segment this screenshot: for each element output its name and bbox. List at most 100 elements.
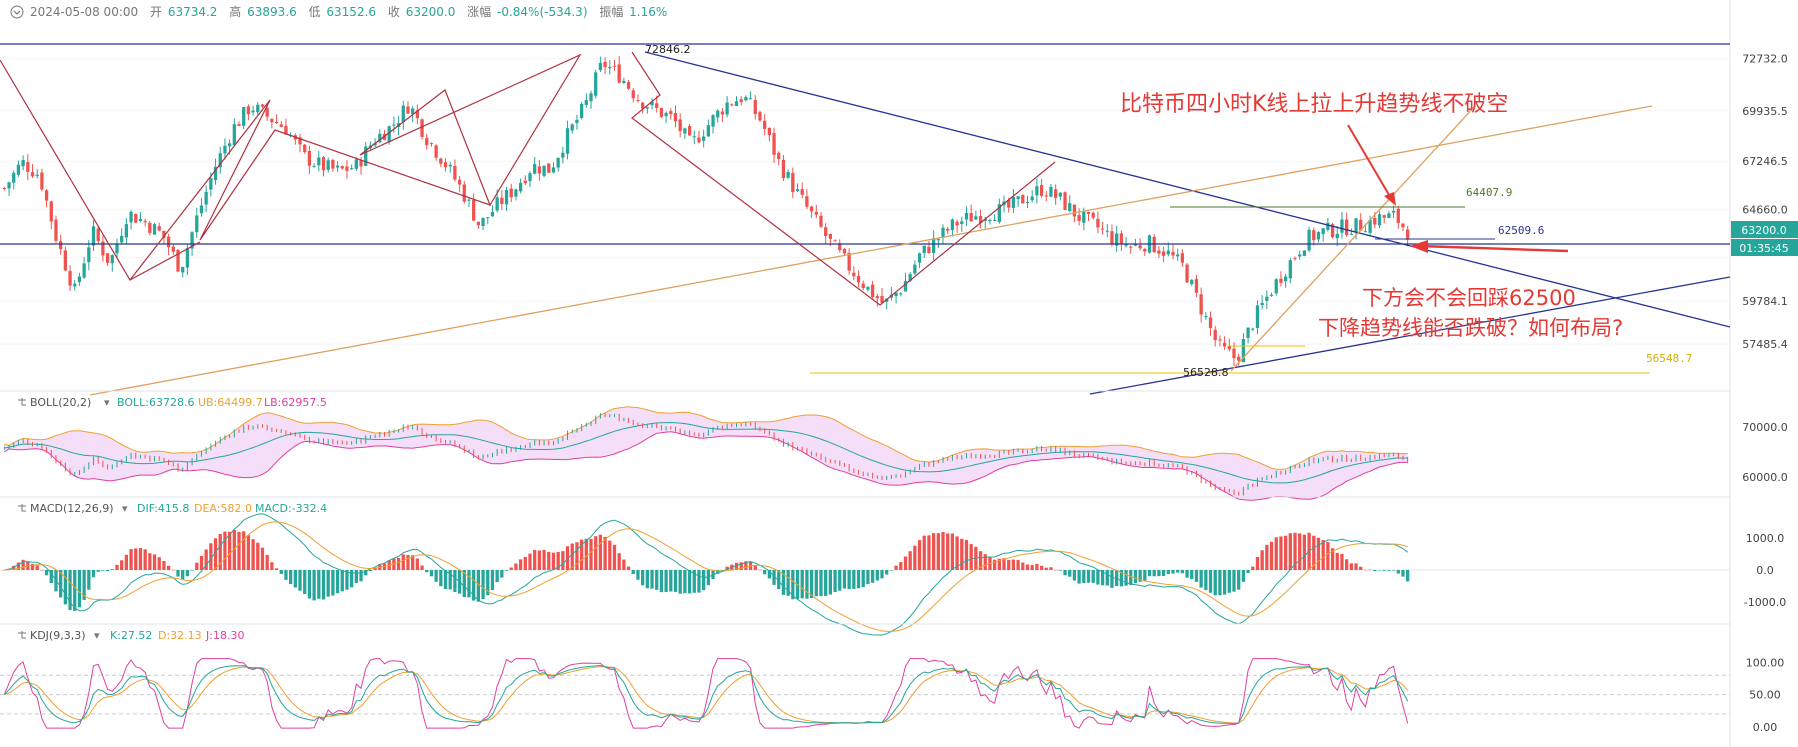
candle-body — [730, 104, 734, 106]
zigzag-wave-3[interactable] — [631, 51, 1056, 306]
macd-histogram-bar — [1368, 569, 1372, 571]
macd-histogram-bar — [82, 570, 86, 600]
candle-body — [992, 219, 997, 221]
candle-body — [528, 173, 532, 182]
price-axis[interactable]: 72732.0 69935.5 67246.5 64660.0 59784.1 57485… — [1742, 52, 1788, 351]
macd-histogram-bar — [640, 570, 645, 586]
long-ascending-trendline[interactable] — [89, 105, 1653, 396]
candle-body — [1321, 228, 1325, 235]
macd-histogram-bar — [298, 570, 302, 591]
macd-histogram-bar — [251, 539, 255, 570]
price-axis-tick: 64660.0 — [1742, 204, 1788, 217]
candle-body — [1115, 233, 1119, 246]
macd-histogram-bar — [556, 551, 560, 570]
macd-histogram-bar — [373, 567, 377, 570]
macd-histogram-bar — [992, 559, 997, 570]
macd-histogram-bar — [763, 570, 767, 575]
candle-body — [838, 243, 842, 251]
macd-histogram-bar — [514, 563, 518, 570]
macd-histogram-bar — [716, 570, 720, 574]
candle-body — [486, 217, 490, 219]
collapse-icon[interactable] — [10, 5, 24, 19]
short-ascending-trendline[interactable] — [1230, 105, 1476, 372]
candle-body — [692, 136, 696, 138]
macd-histogram-bar — [448, 570, 452, 590]
bell-icon[interactable] — [18, 504, 26, 512]
macd-histogram-bar — [345, 570, 349, 590]
candle-body — [143, 221, 147, 223]
candle-body — [1199, 294, 1203, 315]
candle-body — [21, 160, 25, 167]
macd-histogram-bar — [171, 569, 175, 571]
bell-icon[interactable] — [18, 398, 26, 406]
candle-body — [1105, 230, 1109, 232]
candle-body — [1340, 219, 1344, 233]
macd-histogram-bar — [894, 565, 898, 570]
candle-body — [561, 152, 565, 158]
candle-body — [213, 166, 218, 181]
zigzag-wave-2[interactable] — [129, 241, 201, 281]
macd-histogram-bar — [889, 570, 894, 571]
macd-histogram-bar — [824, 570, 828, 596]
candle-body — [1208, 317, 1213, 328]
macd-histogram-bar — [542, 549, 546, 570]
boll-ub-value: UB:64499.7 — [198, 396, 263, 409]
candle-body — [1251, 328, 1255, 330]
macd-histogram-bar — [856, 570, 861, 589]
candle-body — [791, 172, 795, 193]
macd-histogram-bar — [354, 570, 358, 584]
candle-body — [1194, 279, 1199, 293]
macd-histogram-bar — [579, 539, 584, 570]
candle-body — [622, 80, 626, 83]
lower-channel-line[interactable] — [1089, 276, 1731, 395]
arrow-down-head-icon — [1384, 192, 1396, 206]
bell-icon[interactable] — [18, 631, 26, 639]
chevron-down-icon[interactable]: ▾ — [104, 396, 110, 409]
macd-histogram-bar — [284, 570, 288, 580]
candle-body — [795, 189, 800, 192]
candle-body — [443, 162, 448, 168]
descending-trendline[interactable] — [644, 51, 1731, 328]
candle-body — [697, 137, 701, 143]
candle-body — [842, 248, 847, 254]
candle-body — [335, 165, 340, 168]
macd-histogram-bar — [1039, 565, 1044, 570]
macd-histogram-bar — [1349, 563, 1353, 570]
macd-histogram-bar — [1058, 570, 1062, 571]
candle-body — [1373, 217, 1377, 225]
low-marker: 56528.8 — [1183, 366, 1229, 379]
candle-body — [903, 281, 908, 292]
candle-body — [457, 179, 462, 185]
zigzag-wave-1[interactable] — [0, 53, 582, 282]
header-change: -0.84%(-534.3) — [497, 5, 588, 19]
macd-histogram-bar — [537, 550, 542, 570]
macd-histogram-bar — [1171, 570, 1175, 574]
chevron-down-icon[interactable]: ▾ — [94, 629, 100, 642]
candle-body — [1377, 214, 1382, 226]
macd-histogram-bar — [908, 551, 912, 570]
chevron-down-icon[interactable]: ▾ — [122, 502, 128, 515]
boll-legend: BOLL(20,2) ▾ BOLL:63728.6 UB:64499.7 LB:… — [18, 396, 327, 409]
level-62509-label: 62509.6 — [1498, 224, 1544, 237]
macd-histogram-bar — [950, 533, 955, 570]
macd-histogram-bar — [1213, 570, 1217, 596]
macd-histogram-bar — [1321, 540, 1325, 570]
macd-histogram-bar — [861, 570, 865, 588]
macd-histogram-bar — [1166, 570, 1170, 575]
macd-histogram-bar — [903, 556, 908, 570]
macd-histogram-bar — [1016, 559, 1020, 570]
macd-histogram-bar — [87, 570, 91, 590]
candle-body — [152, 224, 157, 235]
macd-dif-value: DIF:415.8 — [137, 502, 189, 515]
macd-histogram-bar — [983, 554, 987, 570]
candle-body — [378, 133, 382, 143]
candle-body — [664, 112, 668, 117]
macd-histogram-bar — [1007, 559, 1011, 570]
candle-body — [626, 82, 631, 89]
candle-body — [425, 138, 429, 146]
candle-body — [870, 284, 875, 298]
macd-histogram-bar — [476, 570, 481, 602]
macd-histogram-bar — [1222, 570, 1227, 595]
candle-body — [1283, 276, 1288, 282]
